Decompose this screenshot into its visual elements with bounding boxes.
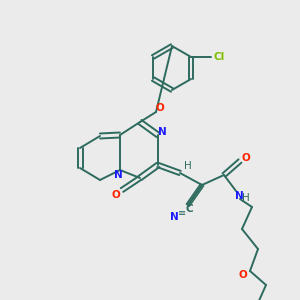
Text: H: H	[184, 161, 192, 171]
Text: N: N	[169, 212, 178, 222]
Text: C: C	[185, 204, 193, 214]
Text: Cl: Cl	[213, 52, 225, 62]
Text: O: O	[242, 153, 250, 163]
Text: O: O	[156, 103, 164, 113]
Text: O: O	[112, 190, 120, 200]
Text: H: H	[242, 193, 250, 203]
Text: O: O	[238, 270, 247, 280]
Text: ≡: ≡	[178, 208, 186, 218]
Text: N: N	[235, 191, 243, 201]
Text: N: N	[158, 127, 166, 137]
Text: N: N	[114, 170, 122, 180]
